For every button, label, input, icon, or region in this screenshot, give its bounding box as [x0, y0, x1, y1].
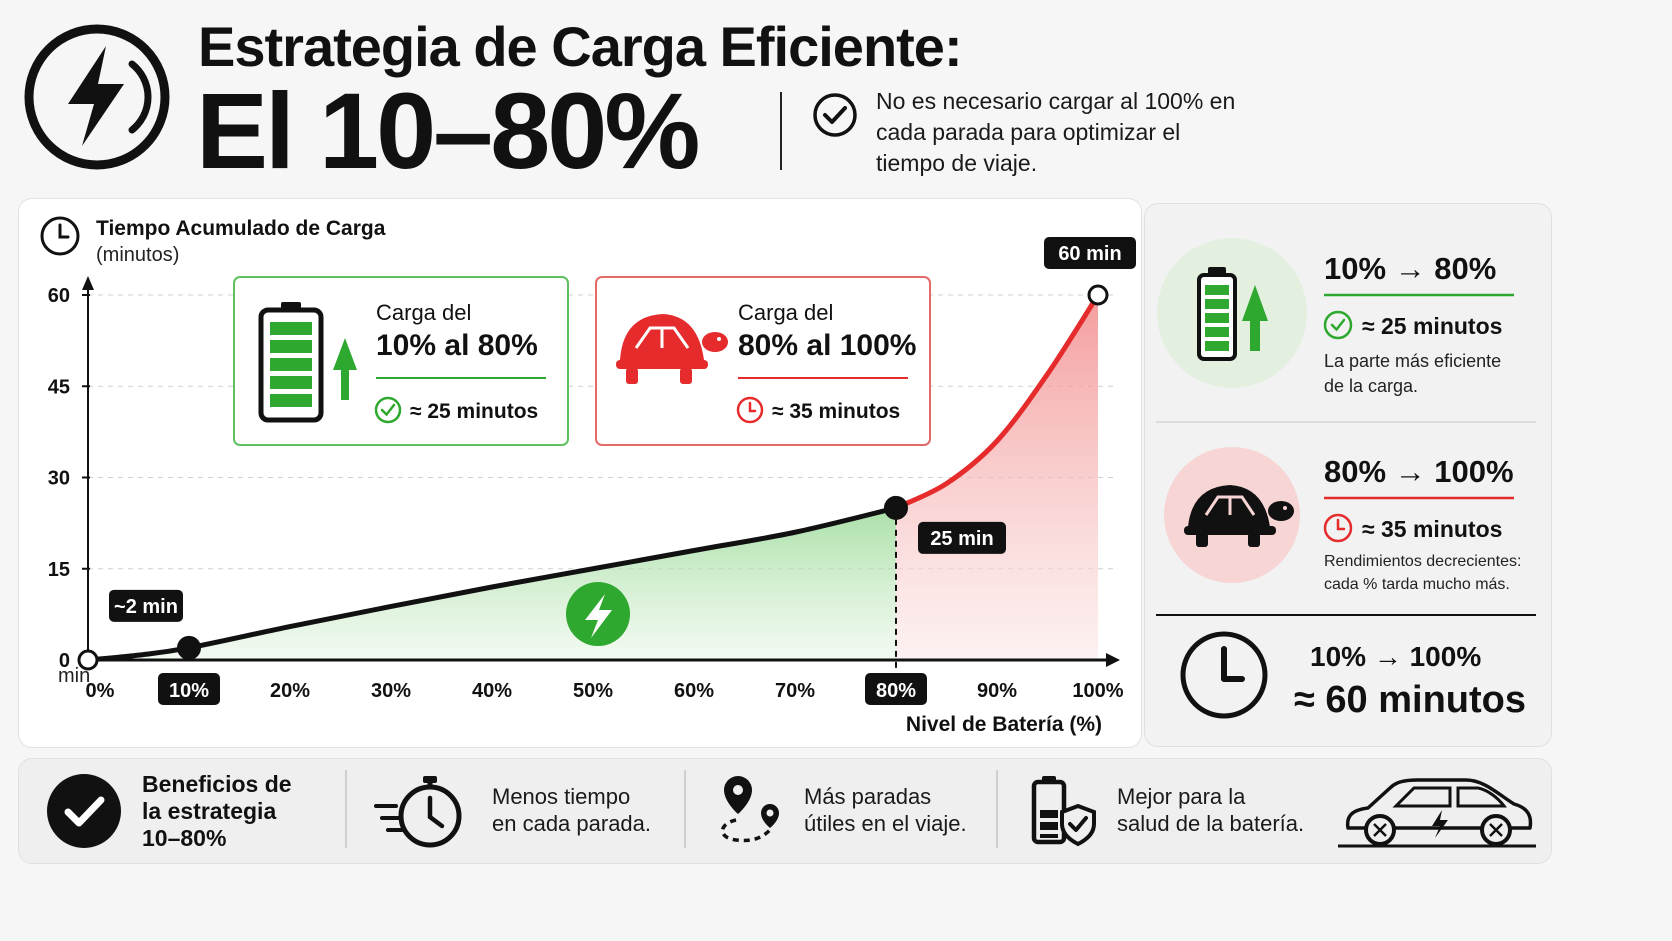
- benefit-item-stops: Más paradas útiles en el viaje.: [804, 783, 967, 837]
- page-title: Estrategia de Carga Eficiente:: [198, 15, 963, 78]
- total-title: 10% → 100%: [1310, 641, 1481, 672]
- y-axis-arrow: [82, 276, 94, 290]
- title-divider: [780, 92, 782, 170]
- benefit-time-line1: Menos tiempo: [492, 784, 631, 809]
- benefits-heading-line3: 10–80%: [142, 825, 227, 851]
- check-badge-icon: [47, 774, 121, 848]
- slow-title: 80% → 100%: [1324, 454, 1514, 489]
- benefit-stops-line1: Más paradas: [804, 784, 932, 809]
- callout-fast-line1: Carga del: [376, 300, 471, 325]
- y-axis-min-label: min: [58, 665, 90, 687]
- benefits-heading-line2: la estrategia: [142, 798, 277, 824]
- callout-fast-line2: 10% al 80%: [376, 329, 538, 362]
- x-tick-label: 10%: [169, 680, 209, 702]
- route-pin-icon: [720, 776, 779, 843]
- point-label-box: [109, 589, 183, 622]
- benefits-heading: Beneficios de la estrategia 10–80%: [142, 771, 292, 852]
- battery-charging-icon: [258, 302, 357, 423]
- point-label-box: [1044, 237, 1136, 269]
- series-area: [88, 507, 896, 660]
- x-tick-label: 60%: [674, 680, 714, 702]
- fast-title: 10% → 80%: [1324, 251, 1496, 286]
- check-circle-icon: [813, 93, 857, 137]
- turtle-icon: [616, 314, 728, 384]
- benefit-battery-line2: salud de la batería.: [1117, 811, 1305, 836]
- battery-charging-icon: [1197, 267, 1268, 361]
- series-area: [896, 295, 1098, 660]
- total-time: ≈ 60 minutos: [1294, 679, 1526, 721]
- fast-desc-line1: La parte más eficiente: [1324, 351, 1501, 371]
- data-point: [884, 495, 908, 520]
- data-point: [177, 635, 201, 660]
- y-tick-label: 15: [48, 559, 70, 581]
- callout-fast-time: ≈ 25 minutos: [410, 400, 538, 423]
- battery-shield-icon: [1031, 776, 1096, 847]
- charging-bolt-icon: [566, 582, 630, 646]
- page-title-large: El 10–80%: [196, 70, 700, 191]
- y-tick-label: 0: [59, 650, 70, 672]
- turtle-icon: [1184, 485, 1294, 547]
- callout-slow-line1: Carga del: [738, 300, 833, 325]
- stopwatch-icon: [374, 776, 462, 848]
- x-tick-label: 20%: [270, 680, 310, 702]
- tick-labels: 0 15 30 45 60 0% 10% 20% 30% 40% 50% 60% 70% 80% 90% 10…: [48, 285, 1124, 705]
- x-tick-highlight: [865, 673, 927, 705]
- x-tick-label: 100%: [1072, 680, 1123, 702]
- benefit-time-line2: en cada parada.: [492, 811, 652, 836]
- x-axis-arrow: [1106, 653, 1120, 667]
- x-tick-label: 0%: [86, 680, 115, 702]
- x-axis-label: Nivel de Batería (%): [906, 713, 1102, 736]
- data-point: [77, 649, 99, 671]
- clock-icon: [40, 216, 80, 256]
- benefit-item-battery: Mejor para la salud de la batería.: [1117, 783, 1304, 837]
- clock-red-icon: [1323, 513, 1353, 543]
- fast-time: ≈ 25 minutos: [1362, 313, 1502, 339]
- area-fills: [88, 295, 1098, 660]
- benefits-divider: [684, 770, 686, 848]
- charging-time-chart: 0 15 30 45 60 0% 10% 20% 30% 40% 50% 60% 70% 80% 90% 10…: [40, 216, 1136, 736]
- benefits-heading-line1: Beneficios de: [142, 771, 292, 797]
- y-tick-label: 45: [48, 376, 70, 398]
- x-tick-label: 90%: [977, 680, 1017, 702]
- x-tick-highlight: [158, 673, 220, 705]
- y-tick-label: 30: [48, 468, 70, 490]
- benefits-bar: [18, 758, 1552, 864]
- y-axis-unit: (minutos): [96, 244, 179, 266]
- series-line: [893, 292, 1101, 511]
- point-label: 60 min: [1058, 243, 1121, 265]
- point-label: ~2 min: [114, 596, 178, 618]
- data-point: [1087, 284, 1109, 306]
- data-points: ~2 min 25 min 60 min: [77, 237, 1136, 671]
- check-circle-icon: [1323, 310, 1353, 340]
- slow-desc-line1: Rendimientos decrecientes:: [1324, 553, 1521, 570]
- fast-desc-line2: de la carga.: [1324, 376, 1418, 396]
- callout-slow-time: ≈ 35 minutos: [772, 400, 900, 423]
- benefits-divider: [345, 770, 347, 848]
- x-tick-label: 80%: [876, 680, 916, 702]
- check-circle-icon: [374, 396, 402, 424]
- point-label: 25 min: [930, 528, 993, 550]
- lightning-bolt-icon: [24, 24, 170, 170]
- slow-desc-line2: cada % tarda mucho más.: [1324, 576, 1510, 593]
- x-tick-label: 40%: [472, 680, 512, 702]
- point-label-box: [918, 521, 1006, 554]
- x-tick-label: 70%: [775, 680, 815, 702]
- x-tick-label: 30%: [371, 680, 411, 702]
- y-tick-label: 60: [48, 285, 70, 307]
- x-tick-label: 50%: [573, 680, 613, 702]
- benefit-item-time: Menos tiempo en cada parada.: [492, 783, 651, 837]
- chart-title: Tiempo Acumulado de Carga: [96, 217, 386, 240]
- subtitle: No es necesario cargar al 100% en cada p…: [876, 88, 1236, 176]
- slow-time: ≈ 35 minutos: [1362, 516, 1502, 542]
- benefit-stops-line2: útiles en el viaje.: [804, 811, 967, 836]
- callout-slow-charge: Carga del 80% al 100% ≈ 35 minutos: [595, 276, 931, 446]
- benefit-battery-line1: Mejor para la: [1117, 784, 1246, 809]
- clock-icon: [1180, 631, 1268, 719]
- summary-panel-graphics: 10% → 80% ≈ 25 minutos La parte más efic…: [1156, 238, 1536, 721]
- electric-car-icon: [1338, 778, 1536, 848]
- clock-red-icon: [736, 396, 764, 424]
- callout-fast-charge: Carga del 10% al 80% ≈ 25 minutos: [233, 276, 569, 446]
- callout-slow-line2: 80% al 100%: [738, 329, 916, 362]
- benefits-divider: [996, 770, 998, 848]
